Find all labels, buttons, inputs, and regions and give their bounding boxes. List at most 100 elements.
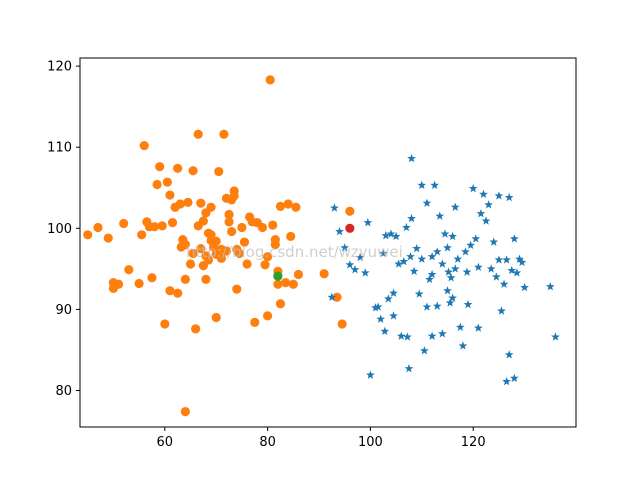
circle-point	[193, 129, 203, 139]
star-point	[484, 200, 493, 209]
star-point	[425, 274, 434, 284]
circle-point	[173, 288, 183, 298]
x-tick-label: 100	[358, 435, 383, 450]
circle-point	[250, 317, 260, 327]
circle-point	[198, 216, 208, 226]
data-points	[83, 75, 560, 417]
star-point	[402, 222, 411, 232]
star-point	[499, 279, 509, 288]
y-axis-ticks: 80 90 100 110 120	[47, 60, 80, 399]
star-point	[450, 202, 460, 211]
circle-point	[234, 248, 244, 259]
star-point	[448, 231, 458, 241]
star-point	[494, 255, 504, 264]
star-point	[391, 231, 401, 241]
star-point	[453, 254, 463, 263]
star-point	[376, 314, 386, 323]
star-point	[517, 257, 527, 267]
circle-point	[237, 222, 247, 233]
circle-point	[275, 299, 286, 309]
circle-point	[260, 260, 270, 270]
circle-point	[149, 222, 160, 232]
star-point	[476, 209, 486, 218]
circle-point	[224, 209, 234, 220]
star-point	[420, 346, 429, 355]
circle-point	[206, 202, 216, 212]
circle-point	[119, 218, 129, 229]
star-point	[494, 191, 504, 200]
y-tick-label: 100	[47, 222, 72, 237]
star-point	[497, 306, 506, 315]
circle-point	[137, 230, 147, 240]
star-point	[340, 243, 350, 252]
circle-point	[188, 248, 198, 259]
circle-point	[286, 231, 296, 242]
star-point	[335, 226, 344, 236]
star-point	[502, 376, 511, 386]
circle-point	[183, 197, 193, 207]
circle-point	[196, 198, 206, 208]
star-point	[371, 303, 380, 312]
circle-point	[152, 179, 162, 190]
circle-point	[155, 162, 165, 172]
circle-point	[232, 284, 242, 294]
circle-point	[93, 222, 103, 233]
circle-point	[103, 233, 113, 243]
x-tick-label: 80	[259, 435, 276, 450]
star-point	[430, 180, 440, 190]
star-point	[373, 302, 383, 311]
star-point	[466, 240, 476, 250]
star-point	[463, 299, 473, 309]
circle-point	[319, 269, 329, 279]
circle-point	[165, 190, 175, 200]
circle-point	[165, 286, 175, 296]
star-point	[378, 248, 388, 258]
star-point	[455, 322, 465, 331]
star-point	[422, 198, 432, 207]
circle-point	[83, 230, 93, 240]
circle-point	[211, 236, 221, 246]
star-point	[432, 247, 442, 256]
circle-point	[196, 243, 206, 254]
star-point	[409, 266, 419, 276]
star-point	[448, 293, 458, 302]
star-point	[389, 311, 398, 320]
star-point	[520, 282, 529, 292]
star-point	[366, 370, 375, 379]
circle-point	[203, 255, 214, 265]
star-point	[406, 252, 415, 261]
circle-point	[229, 191, 239, 201]
circle-point	[134, 278, 144, 289]
circle-point	[221, 246, 232, 256]
star-point	[491, 272, 501, 281]
star-point	[443, 243, 452, 252]
star-point	[384, 294, 393, 303]
star-point	[422, 302, 432, 311]
circle-point	[173, 163, 183, 173]
star-point	[363, 218, 373, 227]
circle-point	[293, 269, 304, 280]
star-point	[404, 364, 414, 373]
circle-point	[113, 279, 124, 289]
star-point	[468, 183, 478, 193]
star-point	[504, 192, 514, 202]
star-point	[486, 264, 496, 273]
star-point	[479, 189, 488, 198]
star-point	[481, 216, 491, 225]
star-point	[461, 247, 470, 256]
y-tick-label: 120	[47, 60, 72, 75]
star-point	[414, 289, 424, 298]
star-point	[450, 264, 460, 273]
star-point	[504, 350, 514, 359]
circle-point	[288, 279, 298, 289]
circle-point	[283, 199, 293, 209]
star-point	[417, 254, 427, 263]
circle-point	[191, 324, 201, 334]
star-point	[473, 262, 483, 271]
star-point	[437, 329, 447, 338]
circle-point	[263, 311, 273, 321]
circle-point	[265, 75, 275, 85]
star-point	[427, 252, 437, 261]
circle-point	[162, 177, 172, 187]
star-point	[386, 229, 396, 238]
